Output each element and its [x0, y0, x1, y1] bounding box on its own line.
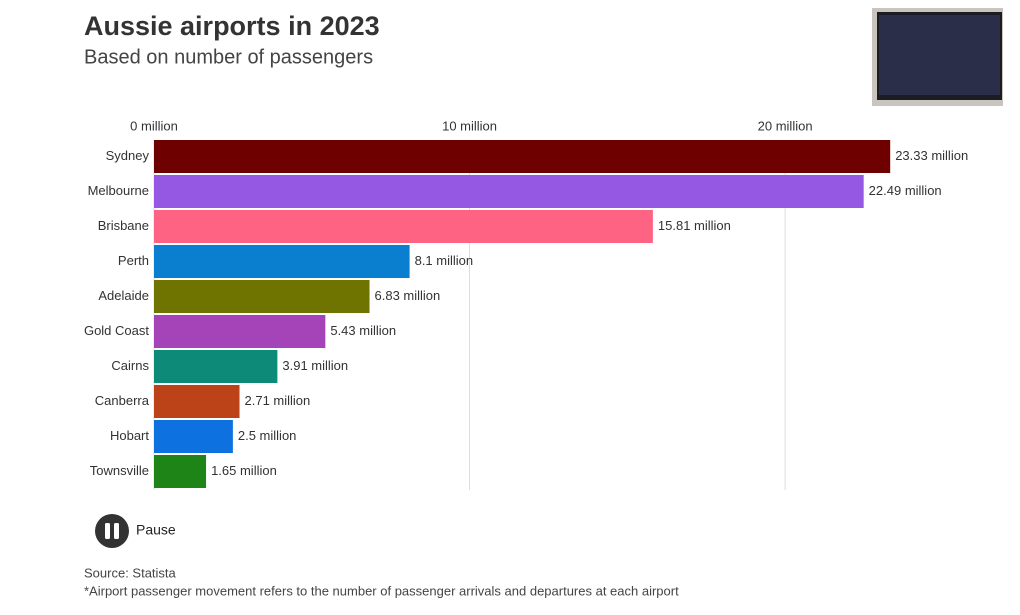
value-label: 3.91 million — [282, 358, 348, 373]
value-label: 1.65 million — [211, 463, 277, 478]
source: Source: Statista — [84, 565, 177, 580]
x-tick-label: 20 million — [758, 118, 813, 133]
chart-subtitle: Based on number of passengers — [84, 46, 373, 68]
bar — [154, 280, 370, 313]
category-label: Townsville — [90, 463, 149, 478]
category-label: Brisbane — [98, 218, 149, 233]
category-label: Hobart — [110, 428, 149, 443]
bar — [154, 350, 278, 383]
category-label: Cairns — [111, 358, 149, 373]
bar — [154, 315, 326, 348]
bar — [154, 385, 240, 418]
plot: 0 million 10 million 20 million Sydney 23.33… — [84, 118, 968, 490]
bar — [154, 455, 207, 488]
category-label: Gold Coast — [84, 323, 149, 338]
value-label: 8.1 million — [415, 253, 474, 268]
category-label: Canberra — [95, 393, 150, 408]
value-label: 23.33 million — [895, 148, 968, 163]
category-label: Adelaide — [98, 288, 149, 303]
thumbnail — [872, 8, 1003, 106]
bar — [154, 175, 864, 208]
value-label: 6.83 million — [375, 288, 441, 303]
value-label: 22.49 million — [869, 183, 942, 198]
bar — [154, 140, 891, 173]
chart-title: Aussie airports in 2023 — [84, 11, 380, 41]
x-tick-label: 10 million — [442, 118, 497, 133]
bar — [154, 210, 653, 243]
category-label: Melbourne — [88, 183, 149, 198]
pause-label[interactable]: Pause — [136, 522, 176, 538]
bar — [154, 420, 233, 453]
bar — [154, 245, 410, 278]
category-label: Perth — [118, 253, 149, 268]
value-label: 5.43 million — [330, 323, 396, 338]
value-label: 15.81 million — [658, 218, 731, 233]
value-label: 2.5 million — [238, 428, 297, 443]
x-tick-label: 0 million — [130, 118, 178, 133]
category-label: Sydney — [106, 148, 150, 163]
pause-button[interactable]: Pause — [95, 514, 176, 548]
value-label: 2.71 million — [245, 393, 311, 408]
note: *Airport passenger movement refers to th… — [84, 583, 679, 598]
